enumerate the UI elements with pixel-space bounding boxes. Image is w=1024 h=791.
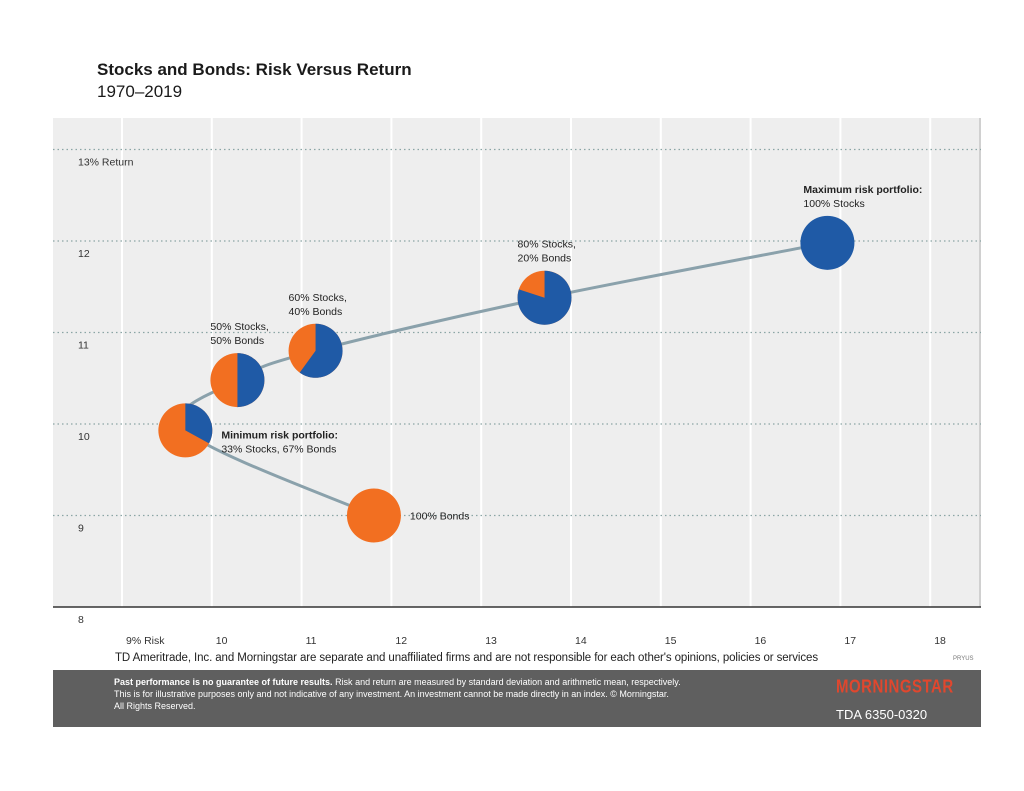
point-label: 50% Bonds [210, 335, 264, 347]
document-code: TDA 6350-0320 [836, 707, 928, 722]
y-tick-label: 12 [78, 248, 90, 260]
portfolio-marker: 50% Stocks, 50% Bonds [210, 321, 269, 408]
x-tick-label: 13 [485, 635, 497, 647]
point-label: 60% Stocks, [289, 292, 347, 304]
y-tick-label: 13% Return [78, 157, 134, 169]
footer-text-1: Risk and return are measured by standard… [332, 677, 681, 687]
chart-subtitle: 1970–2019 [97, 82, 183, 101]
x-tick-label: 9% Risk [126, 635, 165, 647]
point-label: 100% Bonds [410, 511, 470, 523]
x-tick-label: 11 [306, 635, 317, 647]
x-tick-label: 17 [844, 635, 856, 647]
y-tick-label: 9 [78, 523, 84, 535]
x-tick-label: 18 [934, 635, 946, 647]
y-tick-label: 10 [78, 431, 90, 443]
plot-background [53, 118, 981, 607]
y-tick-label: 11 [78, 340, 89, 352]
disclaimer-text: TD Ameritrade, Inc. and Morningstar are … [115, 652, 818, 664]
y-tick-label: 8 [78, 614, 84, 626]
x-tick-label: 14 [575, 635, 587, 647]
point-label: 20% Bonds [518, 253, 572, 265]
point-label: 80% Stocks, [518, 239, 576, 251]
risk-return-chart: 8 9 10 11 12 13% Return 9% Risk 10 11 12 13 14 15 16 1… [53, 118, 981, 647]
portfolio-marker: Maximum risk portfolio: 100% Stocks [800, 184, 922, 270]
portfolio-marker: 100% Bonds [346, 488, 470, 543]
morningstar-logo: MORNINGSTAR [836, 676, 954, 698]
stocks-slice [185, 403, 213, 444]
footer-bar: Past performance is no guarantee of futu… [53, 670, 981, 727]
chart-title: Stocks and Bonds: Risk Versus Return [97, 60, 412, 79]
footer-text-2: This is for illustrative purposes only a… [114, 689, 669, 699]
small-code: PRYUS [953, 656, 974, 662]
stocks-slice [237, 353, 265, 408]
stocks-slice [800, 215, 855, 270]
stocks-slice [517, 270, 572, 325]
point-label: 50% Stocks, [210, 321, 268, 333]
x-tick-label: 15 [665, 635, 677, 647]
stocks-slice [299, 323, 343, 378]
footer-text-3: All Rights Reserved. [114, 701, 196, 711]
portfolio-marker: 60% Stocks, 40% Bonds [288, 292, 347, 378]
x-tick-label: 12 [395, 635, 407, 647]
x-tick-label: 16 [755, 635, 767, 647]
point-label: Minimum risk portfolio: [221, 429, 338, 441]
portfolio-marker: Minimum risk portfolio: 33% Stocks, 67% B… [158, 403, 338, 458]
point-label: 33% Stocks, 67% Bonds [221, 443, 336, 455]
point-label: Maximum risk portfolio: [803, 184, 922, 196]
x-tick-label: 10 [216, 635, 228, 647]
point-label: 40% Bonds [289, 306, 343, 318]
point-label: 100% Stocks [803, 198, 864, 210]
footer-bold-lead: Past performance is no guarantee of futu… [114, 677, 333, 687]
portfolio-marker: 80% Stocks, 20% Bonds [517, 239, 576, 325]
bonds-slice [346, 488, 401, 543]
footer-note: Past performance is no guarantee of futu… [114, 676, 804, 712]
